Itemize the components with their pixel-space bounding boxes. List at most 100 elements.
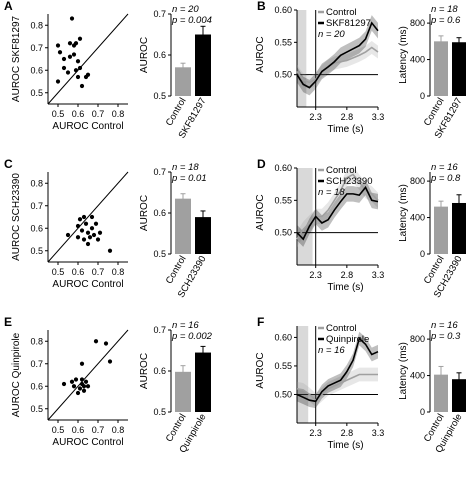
x-tick-label: 3.3 [372,428,385,438]
bar [434,206,448,254]
y-tick-label: 400 [410,213,425,223]
y-axis-label: AUROC [139,37,150,73]
scatter-point [83,221,89,226]
x-tick-label: 0.8 [112,267,125,277]
x-axis-label: Time (s) [327,124,363,135]
y-tick-label: 0.6 [153,50,166,60]
y-tick-label: 800 [410,176,425,186]
scatter-point [65,70,71,75]
scatter-point [75,59,81,64]
scatter-point [61,56,67,62]
y-tick-label: 0 [420,91,425,101]
y-axis-label: AUROC [255,36,266,72]
y-tick-label: 0.8 [30,178,43,188]
scatter-point [77,386,83,391]
scatter-point [55,79,61,84]
x-tick-label: 2.8 [341,270,354,280]
stat-n: n = 16 [431,162,458,173]
x-tick-label: 3.3 [372,270,385,280]
scatter-point [55,43,61,48]
stat-p: p = 0.6 [430,15,461,26]
scatter-point [83,379,89,384]
scatter-point [85,72,91,77]
stat-n: n = 20 [318,29,345,40]
sem-band [297,367,378,408]
stat-p: p = 0.3 [430,331,461,342]
sem-band [297,15,378,96]
identity-line [47,329,129,421]
x-tick-label: 3.3 [372,112,385,122]
y-axis-label: AUROC [255,352,266,388]
y-tick-label: 0.5 [153,407,166,417]
y-tick-label: 0.5 [30,88,43,98]
legend-label: SCH23390 [326,176,372,187]
y-tick-label: 0 [420,249,425,259]
sem-band [297,179,378,247]
scatter-point [75,223,81,229]
y-tick-label: 0.6 [30,381,43,391]
scatter-point [73,68,79,73]
pre-stimulus-shade [297,10,307,107]
x-tick-label: 0.7 [92,109,105,119]
scatter-point [93,339,99,344]
bar [195,217,211,254]
series-line [296,46,379,84]
scatter-point [57,50,63,55]
y-tick-label: 0.50 [274,389,292,399]
x-tick-label: 0.8 [112,109,125,119]
stat-n: n = 18 [318,187,345,198]
y-tick-label: 0.55 [274,195,292,205]
panel-letter: C [4,157,13,171]
x-tick-label: 0.5 [52,109,65,119]
y-tick-label: 0.60 [274,163,292,173]
bar [175,67,191,96]
scatter-point [75,390,81,396]
y-axis-label: AUROC [139,353,150,389]
y-tick-label: 0.5 [153,91,166,101]
y-tick-label: 400 [410,55,425,65]
y-tick-label: 0.50 [274,228,292,238]
scatter-point [79,83,85,89]
y-axis-label: AUROC SCH23390 [11,173,22,261]
bar [434,41,448,96]
scatter-point [85,241,91,247]
x-tick-label: 0.7 [92,425,105,435]
y-tick-label: 800 [410,334,425,344]
scatter-point [71,52,77,57]
y-tick-label: 0.7 [153,9,166,19]
y-tick-label: 0.7 [153,325,166,335]
scatter-point [89,226,95,231]
panel-letter: D [257,157,266,171]
stat-n: n = 16 [172,320,199,331]
scatter-point [93,221,99,226]
legend-label: Control [326,165,357,176]
scatter-point [79,377,85,382]
stat-n: n = 20 [172,4,199,15]
y-tick-label: 0.8 [30,20,43,30]
scatter-point [95,237,101,242]
x-tick-label: 2.8 [341,428,354,438]
x-axis-label: AUROC Control [52,437,123,448]
panel-letter: E [4,315,12,329]
x-tick-label: 2.3 [309,112,322,122]
y-tick-label: 0.5 [30,404,43,414]
scatter-point [75,235,81,240]
bar [452,202,466,254]
panel-letter: A [4,0,13,13]
scatter-point [81,237,87,242]
y-tick-label: 0.5 [30,246,43,256]
y-axis-label: AUROC Quinpirole [11,332,22,417]
legend-label: Quinpirole [326,334,369,345]
legend-label: Control [326,323,357,334]
scatter-point [77,36,83,41]
scatter-point [65,232,71,238]
scatter-point [67,41,73,46]
bar [175,198,191,254]
y-tick-label: 0.6 [153,208,166,218]
series-line [296,21,379,89]
y-tick-label: 0.60 [274,332,292,342]
x-axis-label: Time (s) [327,282,363,293]
x-tick-label: 0.8 [112,425,125,435]
x-tick-label: 0.7 [92,267,105,277]
